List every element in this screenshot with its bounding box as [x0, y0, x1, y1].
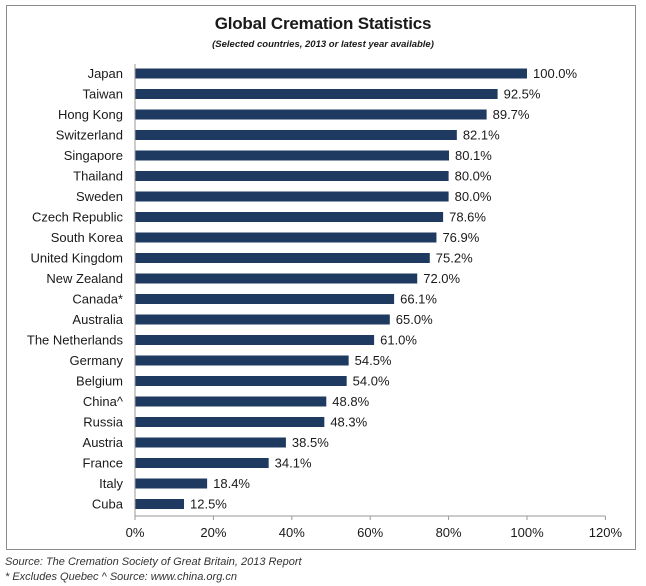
- bar-austria: [135, 437, 286, 448]
- category-label: Thailand: [73, 169, 123, 184]
- bar-italy: [135, 478, 208, 489]
- value-label: 78.6%: [449, 210, 486, 225]
- chart-title: Global Cremation Statistics: [214, 14, 432, 33]
- category-label: China^: [83, 394, 124, 409]
- x-tick-label: 80%: [436, 525, 462, 540]
- value-label: 80.1%: [455, 148, 492, 163]
- category-label: South Korea: [51, 230, 124, 245]
- footnotes: * Excludes Quebec ^ Source: www.china.or…: [5, 571, 237, 583]
- source-note: Source: The Cremation Society of Great B…: [5, 556, 302, 568]
- category-label: Canada*: [72, 292, 123, 307]
- category-label: The Netherlands: [27, 333, 124, 348]
- category-label: United Kingdom: [31, 251, 124, 266]
- x-tick-label: 60%: [357, 525, 383, 540]
- value-label: 18.4%: [213, 476, 250, 491]
- category-label: Taiwan: [83, 87, 123, 102]
- category-label: France: [83, 456, 123, 471]
- x-tick-label: 100%: [510, 525, 544, 540]
- value-label: 12.5%: [190, 497, 227, 512]
- category-label: Sweden: [76, 189, 123, 204]
- value-label: 92.5%: [504, 87, 541, 102]
- category-label: Belgium: [76, 374, 123, 389]
- x-tick-label: 20%: [200, 525, 226, 540]
- category-label: Australia: [72, 312, 123, 327]
- value-label: 38.5%: [292, 435, 329, 450]
- value-label: 34.1%: [275, 456, 312, 471]
- value-label: 66.1%: [400, 292, 437, 307]
- bar-switzerland: [135, 130, 457, 140]
- category-label: Japan: [88, 66, 123, 81]
- x-tick-label: 120%: [589, 525, 623, 540]
- category-label: Cuba: [92, 497, 124, 512]
- bar-belgium: [135, 376, 347, 386]
- value-label: 72.0%: [423, 271, 460, 286]
- bar-china: [135, 396, 327, 407]
- category-label: Hong Kong: [58, 107, 123, 122]
- category-label: Germany: [70, 353, 124, 368]
- bar-singapore: [135, 150, 449, 161]
- value-label: 80.0%: [455, 189, 492, 204]
- bar-czech-republic: [135, 212, 444, 222]
- category-label: Austria: [83, 435, 124, 450]
- bar-germany: [135, 355, 349, 366]
- bar-cuba: [135, 499, 184, 509]
- value-label: 48.8%: [332, 394, 369, 409]
- bar-australia: [135, 314, 390, 325]
- value-label: 65.0%: [396, 312, 433, 327]
- bar-new-zealand: [135, 273, 418, 284]
- category-label: Switzerland: [56, 128, 123, 143]
- value-label: 75.2%: [436, 251, 473, 266]
- x-axis: 0% 20% 40% 60% 80% 100% 120%: [126, 64, 623, 540]
- bar-russia: [135, 417, 325, 427]
- value-label: 54.0%: [353, 374, 390, 389]
- labels-group: Japan 100.0% Taiwan 92.5% Hong Kong 89.7% Swit…: [27, 66, 578, 512]
- value-label: 61.0%: [380, 333, 417, 348]
- bar-taiwan: [135, 89, 498, 99]
- bar-france: [135, 458, 269, 468]
- bar-canada: [135, 294, 395, 304]
- value-label: 54.5%: [355, 353, 392, 368]
- value-label: 76.9%: [442, 230, 479, 245]
- bar-united-kingdom: [135, 253, 430, 263]
- bars-group: [135, 68, 527, 509]
- value-label: 48.3%: [330, 415, 367, 430]
- value-label: 80.0%: [455, 169, 492, 184]
- value-label: 82.1%: [463, 128, 500, 143]
- bar-hong-kong: [135, 109, 487, 120]
- bar-thailand: [135, 171, 449, 181]
- x-tick-label: 0%: [126, 525, 145, 540]
- chart-subtitle: (Selected countries, 2013 or latest year…: [212, 39, 434, 50]
- category-label: New Zealand: [46, 271, 123, 286]
- value-label: 100.0%: [533, 66, 578, 81]
- bar-the-netherlands: [135, 335, 375, 345]
- category-label: Russia: [83, 415, 124, 430]
- category-label: Italy: [99, 476, 123, 491]
- category-label: Czech Republic: [32, 210, 124, 225]
- x-tick-label: 40%: [279, 525, 305, 540]
- value-label: 89.7%: [493, 107, 530, 122]
- bar-japan: [135, 68, 527, 79]
- bar-south-korea: [135, 232, 437, 243]
- category-label: Singapore: [64, 148, 123, 163]
- bar-sweden: [135, 191, 449, 202]
